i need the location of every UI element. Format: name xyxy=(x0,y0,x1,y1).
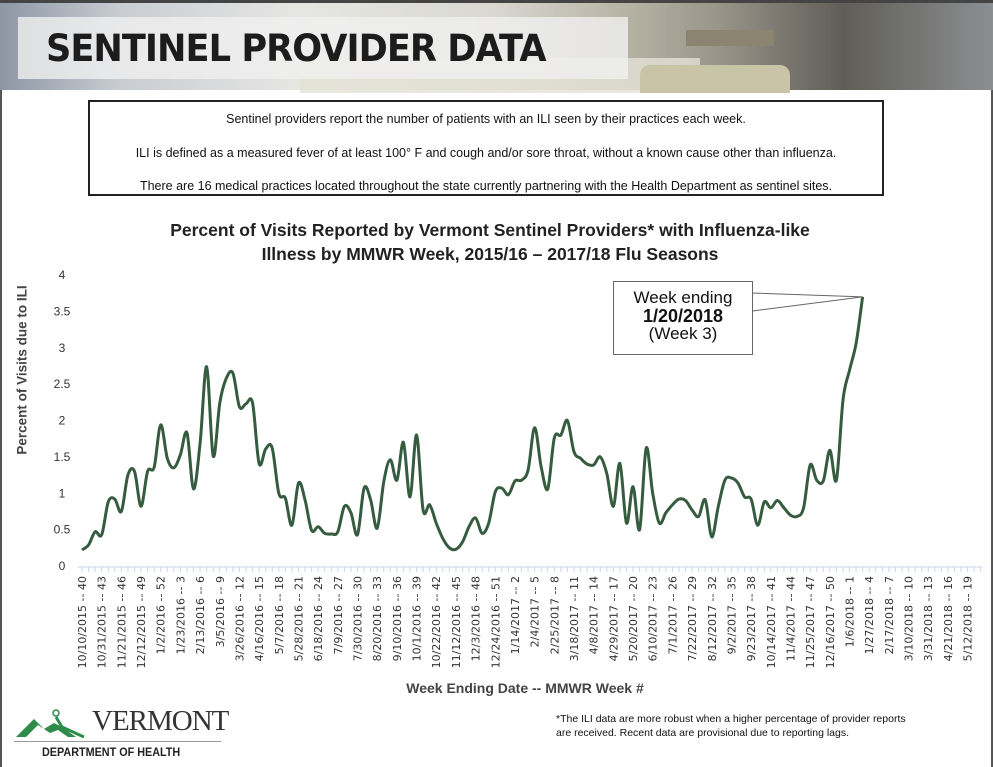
y-tick-label: 0.5 xyxy=(54,523,71,537)
x-tick-label: 6/18/2016 -- 24 xyxy=(312,576,325,661)
logo-subtext: DEPARTMENT OF HEALTH xyxy=(42,745,181,759)
y-tick-label: 1 xyxy=(59,486,66,500)
x-tick-label: 7/22/2017 -- 29 xyxy=(686,576,699,661)
vermont-health-logo: VERMONT DEPARTMENT OF HEALTH xyxy=(14,703,229,763)
x-tick-label: 8/20/2016 -- 33 xyxy=(371,576,384,661)
info-box: Sentinel providers report the number of … xyxy=(88,100,884,196)
logo-text: VERMONT xyxy=(92,705,229,737)
y-tick-label: 1.5 xyxy=(54,450,71,464)
x-tick-label: 6/10/2017 -- 23 xyxy=(647,576,660,661)
chart-title-line-2: Illness by MMWR Week, 2015/16 – 2017/18 … xyxy=(261,244,719,264)
footnote: *The ILI data are more robust when a hig… xyxy=(556,712,906,740)
x-tick-label: 5/7/2016 -- 18 xyxy=(273,576,286,654)
info-line-1: Sentinel providers report the number of … xyxy=(226,112,746,126)
x-tick-label: 1/14/2017 -- 2 xyxy=(509,576,522,654)
x-tick-label: 7/1/2017 -- 26 xyxy=(666,576,679,654)
chart-title: Percent of Visits Reported by Vermont Se… xyxy=(80,218,900,266)
banner-photo-bed2 xyxy=(640,65,790,93)
x-tick-label: 7/9/2016 -- 27 xyxy=(332,576,345,654)
x-tick-label: 2/25/2017 -- 8 xyxy=(548,576,561,654)
callout-annotation: Week ending 1/20/2018 (Week 3) xyxy=(613,281,753,355)
y-tick-label: 3.5 xyxy=(54,304,71,318)
chart-title-line-1: Percent of Visits Reported by Vermont Se… xyxy=(170,220,810,240)
x-tick-label: 12/16/2017 -- 50 xyxy=(824,576,837,668)
info-line-3: There are 16 medical practices located t… xyxy=(139,179,833,193)
x-tick-label: 1/2/2016 -- 52 xyxy=(155,576,168,654)
x-tick-label: 4/29/2017 -- 17 xyxy=(607,576,620,661)
header-banner: SENTINEL PROVIDER DATA xyxy=(0,0,993,93)
banner-photo-panel xyxy=(686,30,774,46)
x-tick-label: 3/18/2017 -- 11 xyxy=(568,576,581,661)
y-tick-label: 4 xyxy=(59,268,66,282)
x-tick-label: 12/12/2015 -- 49 xyxy=(135,576,148,668)
y-tick-label: 3 xyxy=(59,341,66,355)
x-tick-label: 9/23/2017 -- 38 xyxy=(745,576,758,661)
x-tick-label: 1/27/2018 -- 4 xyxy=(863,576,876,654)
x-tick-label: 9/10/2016 -- 36 xyxy=(391,576,404,661)
x-tick-label: 4/16/2016 -- 15 xyxy=(253,576,266,661)
callout-week: (Week 3) xyxy=(648,324,718,343)
x-tick-label: 8/12/2017 -- 32 xyxy=(706,576,719,661)
x-tick-label: 12/3/2016 -- 48 xyxy=(470,576,483,661)
x-tick-label: 11/25/2017 -- 47 xyxy=(804,576,817,668)
x-tick-label: 11/12/2016 -- 45 xyxy=(450,576,463,668)
x-tick-label: 5/28/2016 -- 21 xyxy=(292,576,305,661)
x-tick-label: 2/17/2018 -- 7 xyxy=(883,576,896,654)
x-tick-label: 10/14/2017 -- 41 xyxy=(765,576,778,668)
x-tick-label: 12/24/2016 -- 51 xyxy=(489,576,502,668)
footnote-line-2: are received. Recent data are provisiona… xyxy=(556,727,850,739)
x-tick-label: 3/26/2016 -- 12 xyxy=(233,576,246,661)
x-tick-label: 10/31/2015 -- 43 xyxy=(96,576,109,668)
x-tick-label: 4/21/2018 -- 16 xyxy=(942,576,955,661)
page-title: SENTINEL PROVIDER DATA xyxy=(46,27,547,70)
x-tick-label: 1/23/2016 -- 3 xyxy=(174,576,187,654)
info-line-2: ILI is defined as a measured fever of at… xyxy=(135,146,837,160)
x-tick-label: 7/30/2016 -- 30 xyxy=(352,576,365,661)
x-tick-label: 1/6/2018 -- 1 xyxy=(844,576,857,647)
callout-line-1: Week ending xyxy=(633,288,733,307)
y-tick-label: 0 xyxy=(59,559,66,573)
x-tick-label: 5/12/2018 -- 19 xyxy=(962,576,975,661)
x-tick-label: 2/13/2016 -- 6 xyxy=(194,576,207,654)
x-tick-label: 10/22/2016 -- 42 xyxy=(430,576,443,668)
x-tick-label: 9/2/2017 -- 35 xyxy=(725,576,738,654)
header-title-box: SENTINEL PROVIDER DATA xyxy=(18,17,628,79)
x-tick-label: 3/5/2016 -- 9 xyxy=(214,576,227,647)
y-tick-label: 2.5 xyxy=(54,377,71,391)
footnote-line-1: *The ILI data are more robust when a hig… xyxy=(556,713,906,725)
x-tick-label: 11/21/2015 -- 46 xyxy=(115,576,128,668)
x-tick-label: 2/4/2017 -- 5 xyxy=(529,576,542,647)
x-tick-label: 3/31/2018 -- 13 xyxy=(922,576,935,661)
callout-date: 1/20/2018 xyxy=(642,306,724,326)
logo-rule xyxy=(14,741,221,742)
y-tick-label: 2 xyxy=(59,414,66,428)
x-tick-label: 4/8/2017 -- 14 xyxy=(588,576,601,654)
x-tick-label: 3/10/2018 -- 10 xyxy=(903,576,916,661)
x-axis-title: Week Ending Date -- MMWR Week # xyxy=(406,680,644,696)
x-tick-label: 5/20/2017 -- 20 xyxy=(627,576,640,661)
x-tick-label: 11/4/2017 -- 44 xyxy=(784,576,797,661)
x-tick-label: 10/10/2015 -- 40 xyxy=(76,576,89,668)
mountain-logo-icon xyxy=(16,709,85,739)
callout-pointer xyxy=(751,292,863,312)
x-tick-label: 10/1/2016 -- 39 xyxy=(411,576,424,661)
